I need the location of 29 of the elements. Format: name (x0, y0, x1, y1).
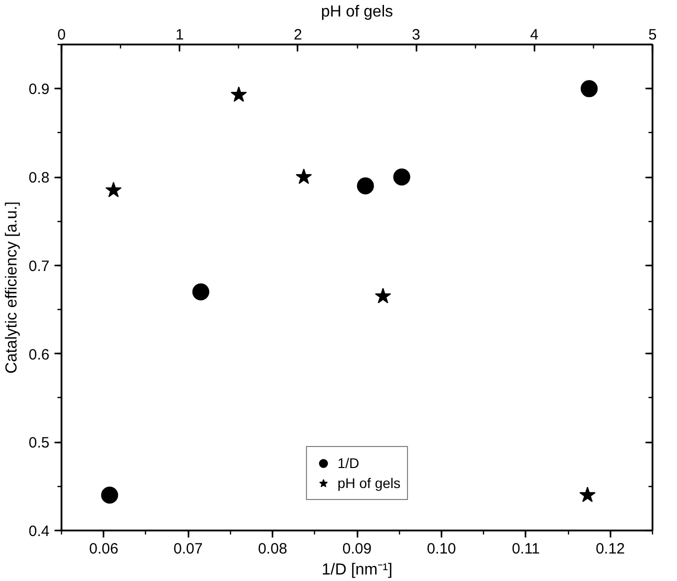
point (580, 80, 598, 98)
point (101, 486, 118, 504)
y-tick-label: 0.9 (28, 81, 50, 98)
point (192, 283, 210, 300)
x2-tick-label: 3 (412, 26, 420, 44)
x-tick-label: 0.07 (174, 540, 203, 558)
y-tick-label: 0.7 (28, 258, 50, 275)
legend-label: 1/D (337, 455, 360, 471)
x2-tick-label: 2 (294, 26, 302, 44)
x-tick-label: 0.11 (512, 540, 540, 558)
x-axis-title: 1/D [nm⁻¹] (322, 562, 392, 578)
x2-tick-label: 5 (648, 26, 657, 44)
x-tick-label: 0.08 (258, 540, 288, 558)
legend-label: pH of gels (337, 475, 401, 491)
y-tick-label: 0.4 (28, 523, 50, 540)
y-tick-label: 0.5 (28, 434, 50, 452)
x-tick-label: 0.09 (342, 540, 372, 558)
y-tick-label: 0.6 (28, 346, 50, 364)
point (356, 177, 374, 194)
point (393, 168, 410, 186)
x-tick-label: 0.06 (89, 540, 118, 558)
y-tick-label: 0.8 (28, 170, 50, 187)
x2-tick-label: 1 (176, 26, 184, 44)
x2-axis-title: pH of gels (320, 4, 394, 20)
x-tick-label: 0.10 (426, 540, 456, 558)
x-tick-label: 0.12 (596, 540, 625, 558)
y-axis-title: Catalytic efficiency [a.u.] (4, 201, 21, 374)
x2-tick-label: 4 (530, 26, 538, 44)
x2-tick-label: 0 (57, 26, 66, 44)
